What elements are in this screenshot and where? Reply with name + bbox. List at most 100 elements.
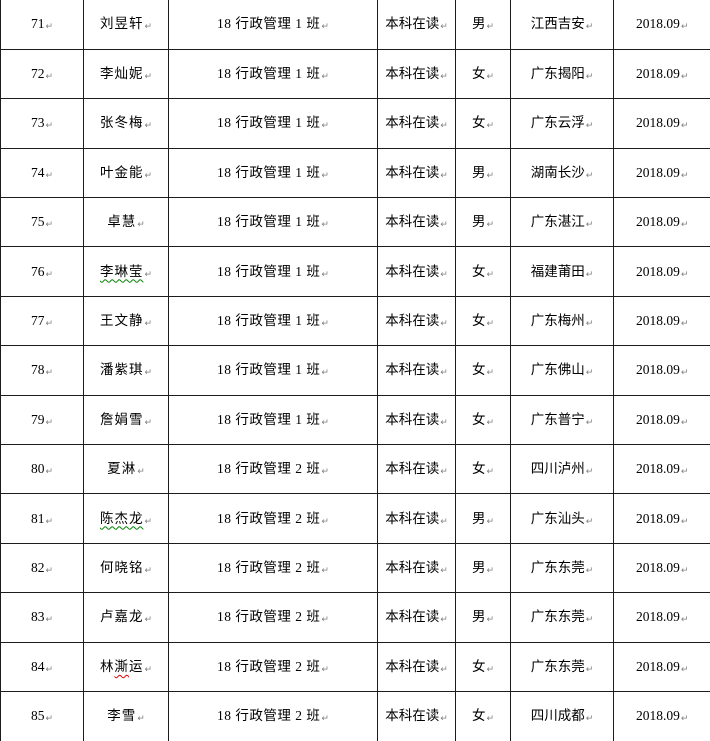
hometown-cell: 广东东莞↵ (510, 543, 614, 593)
enrollment-status-cell-text: 本科在读 (385, 510, 440, 526)
paragraph-mark: ↵ (321, 368, 329, 379)
paragraph-mark: ↵ (321, 516, 329, 527)
row-number-cell-text: 84 (30, 658, 45, 674)
enrollment-status-cell: 本科在读↵ (377, 0, 456, 50)
hometown-cell: 广东湛江↵ (510, 197, 614, 247)
row-number-cell-text: 80 (30, 461, 45, 477)
row-number-cell-text: 75 (30, 214, 45, 230)
hometown-cell-text: 四川成都 (530, 708, 585, 724)
class-name-cell: 18 行政管理 1 班↵ (168, 49, 378, 99)
student-name-cell: 李雪↵ (83, 691, 169, 741)
paragraph-mark: ↵ (680, 417, 689, 428)
gender-cell: 女↵ (455, 296, 511, 346)
enroll-date-cell: 2018.09↵ (613, 98, 710, 149)
paragraph-mark: ↵ (45, 467, 54, 478)
paragraph-mark: ↵ (680, 467, 689, 478)
hometown-cell-text: 广东云浮 (530, 115, 585, 131)
paragraph-mark: ↵ (486, 664, 495, 675)
table-row: 71↵ 刘昱轩↵ 18 行政管理 1 班↵ 本科在读↵ 男↵ 江西吉安↵ 2018.09↵ (0, 0, 710, 50)
class-name-cell: 18 行政管理 1 班↵ (168, 0, 378, 50)
student-name-text: 运 (128, 658, 144, 674)
paragraph-mark: ↵ (321, 714, 329, 725)
paragraph-mark: ↵ (440, 714, 448, 725)
paragraph-mark: ↵ (585, 220, 594, 231)
gender-cell-text: 男 (471, 609, 486, 625)
enroll-date-cell-text: 2018.09 (636, 658, 680, 674)
table-row: 77↵ 王文静↵ 18 行政管理 1 班↵ 本科在读↵ 女↵ 广东梅州↵ 2018.09↵ (0, 296, 710, 346)
table-row: 85↵ 李雪↵ 18 行政管理 2 班↵ 本科在读↵ 女↵ 四川成都↵ 2018.09↵ (0, 691, 710, 741)
paragraph-mark: ↵ (321, 121, 329, 132)
hometown-cell-text: 湖南长沙 (530, 164, 585, 180)
enrollment-status-cell-text: 本科在读 (385, 313, 440, 329)
enroll-date-cell-text: 2018.09 (636, 559, 680, 575)
paragraph-mark: ↵ (45, 516, 54, 527)
gender-cell: 女↵ (455, 246, 511, 297)
enrollment-status-cell-text: 本科在读 (385, 115, 440, 131)
enroll-date-cell: 2018.09↵ (613, 642, 710, 692)
enrollment-status-cell-text: 本科在读 (385, 66, 440, 82)
gender-cell: 女↵ (455, 691, 511, 741)
table-row: 79↵ 詹娟雪↵ 18 行政管理 1 班↵ 本科在读↵ 女↵ 广东普宁↵ 2018.09↵ (0, 395, 710, 445)
paragraph-mark: ↵ (585, 368, 594, 379)
row-number-cell-text: 77 (30, 313, 45, 329)
hometown-cell: 广东东莞↵ (510, 642, 614, 692)
paragraph-mark: ↵ (321, 319, 329, 330)
gender-cell: 男↵ (455, 543, 511, 593)
enroll-date-cell-text: 2018.09 (636, 313, 680, 329)
hometown-cell-text: 广东佛山 (530, 362, 585, 378)
paragraph-mark: ↵ (585, 714, 594, 725)
paragraph-mark: ↵ (137, 220, 145, 231)
paragraph-mark: ↵ (137, 467, 145, 478)
student-name-text: 李雪 (107, 708, 137, 724)
gender-cell-text: 女 (471, 411, 486, 427)
enrollment-status-cell-text: 本科在读 (385, 559, 440, 575)
student-name-cell: 陈杰龙↵ (83, 493, 169, 544)
paragraph-mark: ↵ (585, 664, 594, 675)
class-name-cell-text: 18 行政管理 1 班 (217, 164, 321, 180)
enroll-date-cell: 2018.09↵ (613, 246, 710, 297)
row-number-cell-text: 74 (30, 164, 45, 180)
row-number-cell-text: 82 (30, 559, 45, 575)
paragraph-mark: ↵ (144, 516, 153, 527)
enroll-date-cell: 2018.09↵ (613, 444, 710, 494)
student-name-text: 刘昱轩 (99, 16, 144, 32)
gender-cell-text: 女 (471, 708, 486, 724)
gender-cell: 男↵ (455, 197, 511, 247)
enroll-date-cell-text: 2018.09 (636, 411, 680, 427)
table-row: 83↵ 卢嘉龙↵ 18 行政管理 2 班↵ 本科在读↵ 男↵ 广东东莞↵ 2018.09↵ (0, 592, 710, 643)
enroll-date-cell-text: 2018.09 (636, 362, 680, 378)
paragraph-mark: ↵ (45, 565, 54, 576)
paragraph-mark: ↵ (585, 170, 594, 181)
paragraph-mark: ↵ (45, 22, 54, 33)
paragraph-mark: ↵ (486, 220, 495, 231)
paragraph-mark: ↵ (144, 368, 153, 379)
enrollment-status-cell-text: 本科在读 (385, 362, 440, 378)
paragraph-mark: ↵ (486, 516, 495, 527)
student-name-cell: 何晓铭↵ (83, 543, 169, 593)
row-number-cell: 78↵ (0, 345, 84, 396)
gender-cell: 男↵ (455, 0, 511, 50)
hometown-cell: 广东普宁↵ (510, 395, 614, 445)
enrollment-status-cell: 本科在读↵ (377, 345, 456, 396)
gender-cell: 男↵ (455, 592, 511, 643)
class-name-cell-text: 18 行政管理 1 班 (217, 411, 321, 427)
paragraph-mark: ↵ (440, 22, 448, 33)
hometown-cell: 广东梅州↵ (510, 296, 614, 346)
enrollment-status-cell: 本科在读↵ (377, 148, 456, 198)
enroll-date-cell: 2018.09↵ (613, 691, 710, 741)
gender-cell: 男↵ (455, 493, 511, 544)
student-name-cell: 詹娟雪↵ (83, 395, 169, 445)
student-name-text: 张冬梅 (99, 115, 144, 131)
enroll-date-cell: 2018.09↵ (613, 197, 710, 247)
class-name-cell-text: 18 行政管理 1 班 (217, 214, 321, 230)
hometown-cell-text: 江西吉安 (530, 16, 585, 32)
row-number-cell: 82↵ (0, 543, 84, 593)
student-name-cell: 李灿妮↵ (83, 49, 169, 99)
row-number-cell-text: 72 (30, 66, 45, 82)
paragraph-mark: ↵ (680, 368, 689, 379)
table-row: 73↵ 张冬梅↵ 18 行政管理 1 班↵ 本科在读↵ 女↵ 广东云浮↵ 2018.09↵ (0, 98, 710, 149)
paragraph-mark: ↵ (440, 319, 448, 330)
table-row: 82↵ 何晓铭↵ 18 行政管理 2 班↵ 本科在读↵ 男↵ 广东东莞↵ 2018.09↵ (0, 543, 710, 593)
